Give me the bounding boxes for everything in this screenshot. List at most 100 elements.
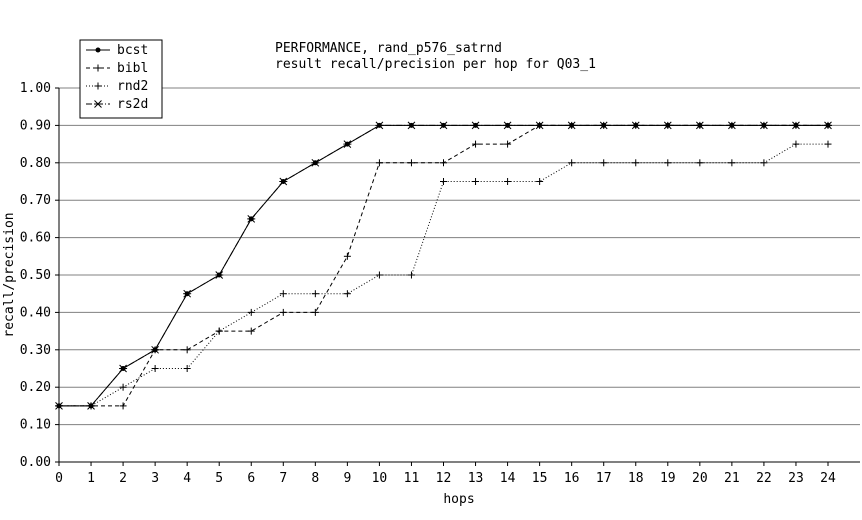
data-point	[375, 159, 383, 167]
x-tick-label: 16	[564, 471, 580, 486]
data-point	[664, 159, 672, 167]
data-point	[760, 159, 768, 167]
data-point	[119, 383, 127, 391]
data-point	[439, 121, 448, 130]
data-point	[504, 140, 512, 148]
data-point	[535, 121, 544, 130]
data-point	[343, 140, 352, 148]
legend-entry-bibl: bibl	[86, 61, 148, 76]
data-point	[791, 121, 800, 130]
data-point	[727, 121, 736, 130]
x-tick-label: 23	[788, 471, 804, 486]
data-point	[119, 402, 127, 410]
data-point	[87, 402, 96, 410]
data-point	[95, 47, 101, 53]
y-tick-label: 0.80	[20, 156, 51, 171]
legend-label: bcst	[117, 43, 148, 58]
data-point	[407, 159, 415, 167]
x-tick-label: 11	[404, 471, 420, 486]
data-point	[151, 365, 159, 372]
x-tick-label: 4	[183, 471, 191, 486]
legend: bcst bibl rnd2 rs2d	[79, 39, 163, 119]
legend-entry-rnd2: rnd2	[86, 79, 148, 94]
y-tick-label: 0.40	[20, 305, 51, 320]
x-tick-label: 3	[151, 471, 159, 486]
y-tick-label: 0.50	[20, 268, 51, 283]
y-tick-label: 0.00	[20, 455, 51, 470]
data-point	[375, 271, 383, 279]
data-point	[407, 271, 415, 279]
series-line-rs2d	[59, 124, 828, 407]
data-point	[695, 121, 704, 130]
data-point	[279, 308, 287, 316]
x-tick-label: 2	[119, 471, 127, 486]
data-point	[472, 178, 480, 185]
data-point	[94, 64, 102, 72]
legend-box	[79, 39, 163, 119]
data-point	[247, 308, 255, 316]
x-tick-label: 20	[692, 471, 708, 486]
data-point	[728, 159, 736, 167]
data-point	[375, 121, 384, 130]
legend-entry-bcst: bcst	[86, 43, 148, 58]
series-line-bibl	[59, 124, 828, 407]
data-point	[824, 140, 832, 148]
chart-subtitle: result recall/precision per hop for Q03_…	[275, 57, 596, 72]
data-point	[471, 121, 480, 130]
x-tick-label: 7	[279, 471, 287, 486]
data-point	[568, 159, 576, 167]
data-point	[119, 364, 128, 373]
x-tick-label: 1	[87, 471, 95, 486]
x-tick-label: 15	[532, 471, 548, 486]
x-tick-labels: 0 1 2 3 4 5 6 7 8 9 10 11 12 13 14 15 16 17 18 19 20 21 22 23 24	[55, 462, 836, 486]
data-point	[631, 121, 640, 130]
x-tick-label: 22	[756, 471, 772, 486]
data-point	[504, 178, 512, 185]
data-point	[279, 177, 288, 186]
data-point	[792, 140, 800, 148]
data-point	[536, 178, 544, 185]
data-point	[440, 178, 447, 185]
data-point	[279, 290, 287, 298]
data-point	[599, 121, 608, 130]
y-tick-label: 0.60	[20, 231, 51, 246]
data-point	[632, 159, 640, 167]
x-tick-label: 12	[436, 471, 452, 486]
grid-lines	[59, 87, 860, 426]
data-point	[824, 121, 832, 130]
legend-label: bibl	[117, 61, 148, 76]
data-point	[440, 159, 447, 167]
legend-label: rs2d	[117, 97, 148, 112]
x-tick-label: 8	[311, 471, 319, 486]
series-line-bcst	[59, 124, 828, 407]
data-point	[343, 290, 351, 298]
series-bibl	[55, 121, 832, 410]
data-point	[247, 215, 256, 223]
data-point	[94, 82, 102, 90]
data-point	[311, 158, 320, 167]
x-tick-label: 21	[724, 471, 740, 486]
x-tick-label: 18	[628, 471, 644, 486]
data-point	[503, 121, 512, 130]
x-tick-label: 24	[820, 471, 836, 486]
x-axis-label: hops	[443, 492, 474, 507]
data-point	[183, 346, 191, 354]
data-point	[759, 121, 768, 130]
x-tick-label: 6	[247, 471, 255, 486]
y-tick-label: 0.90	[20, 118, 51, 133]
data-point	[247, 327, 255, 335]
data-point	[311, 308, 319, 316]
x-tick-label: 19	[660, 471, 676, 486]
data-point	[183, 289, 192, 298]
x-tick-label: 17	[596, 471, 612, 486]
y-axis-label: recall/precision	[2, 212, 17, 337]
x-tick-label: 5	[215, 471, 223, 486]
x-tick-label: 9	[343, 471, 351, 486]
data-point	[215, 327, 223, 335]
y-tick-label: 0.20	[20, 380, 51, 395]
data-point	[600, 159, 608, 167]
data-point	[151, 345, 160, 354]
data-point	[407, 121, 416, 130]
x-tick-label: 13	[468, 471, 484, 486]
